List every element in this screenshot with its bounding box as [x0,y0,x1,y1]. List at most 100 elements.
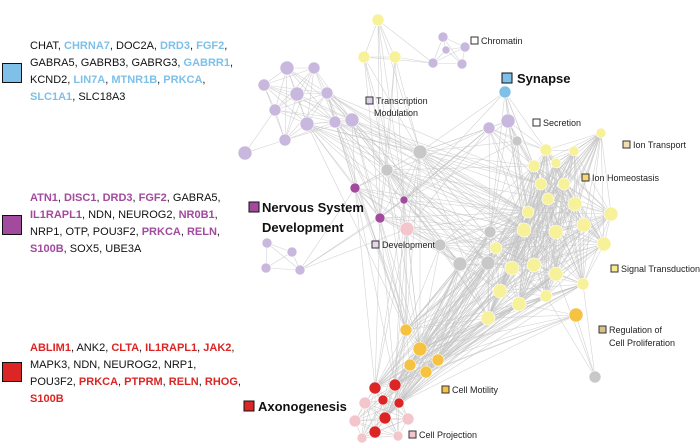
network-node [492,283,508,299]
network-edge [354,187,441,246]
network-edge [527,203,576,213]
network-edge [354,187,381,219]
network-edge [545,149,549,200]
swatch-nervous-system-label [248,201,260,213]
network-edge [386,56,396,171]
network-edge [406,127,490,230]
network-edge [379,217,497,249]
network-node [388,50,402,64]
network-edge [419,151,535,167]
network-edge [555,213,612,275]
network-edge [545,203,576,297]
network-edge [419,151,535,266]
network-node [482,121,496,135]
network-edge [600,132,605,245]
network-node [576,217,592,233]
synapse-label: Synapse [517,71,570,86]
network-edge [582,283,596,378]
network-edge [573,150,605,245]
network-node [344,112,360,128]
network-edge [533,165,585,226]
network-edge [523,229,605,245]
network-edge [439,244,513,269]
network-node [399,323,413,337]
network-node [412,144,428,160]
network-edge [582,243,605,285]
network-edge [326,92,356,189]
network-edge [363,19,379,58]
network-node [399,221,415,237]
label-cell-motility: Cell Motility [452,385,499,395]
network-edge [533,213,612,266]
network-node [452,256,468,272]
network-node [328,115,342,129]
network-edge [286,67,336,123]
network-edge [487,273,557,319]
network-edge [439,211,529,246]
network-edge [379,217,407,331]
gene-name: NRP1 [30,226,60,238]
network-edge [459,231,557,265]
network-node [534,177,548,191]
network-edge [405,317,489,331]
gene-list-synapse: CHAT, CHRNA7, DOC2A, DRD3, FGF2, GABRA5,… [30,40,234,103]
network-edge [377,19,381,219]
label-synapse: Synapse [501,71,570,86]
gene-list-axonogenesis: ABLIM1, ANK2, CLTA, IL1RAPL1, JAK2, MAPK… [30,342,241,405]
gene-name: S100B [30,393,64,405]
network-edge [384,229,525,419]
network-edge [306,123,381,219]
network-edge [326,92,421,153]
network-edge [419,151,489,319]
network-edge [489,198,549,233]
gene-name: OTP [65,226,87,238]
network-edge [555,150,575,233]
gene-name: MAPK3 [30,359,68,371]
network-node [279,60,295,76]
network-edge [306,67,315,125]
network-edge [545,295,596,378]
gene-name: DRD3 [102,192,133,204]
network-node [568,307,584,323]
gene-name: DISC1 [64,192,97,204]
network-edge [334,121,542,185]
network-node [550,157,562,169]
network-node [431,353,445,367]
network-edge [499,290,547,297]
network-edge [419,151,525,231]
network-edge [527,211,547,297]
network-edge [507,120,547,151]
network-edge [394,56,405,201]
gene-name: POU3F2 [92,226,136,238]
network-edge [563,183,612,215]
network-node [286,246,298,258]
network-edge [274,92,328,111]
network-edge [495,243,605,249]
network-edge [263,84,308,125]
network-edge [437,262,489,361]
network-edge [284,67,315,141]
gene-name: CHRNA7 [64,40,110,52]
network-edge [432,46,466,64]
network-edge [398,295,547,404]
network-node [299,116,315,132]
label-nervous-system: Nervous System Development [248,200,364,235]
gene-name: JAK2 [203,342,232,354]
gene-name: CHAT [30,40,58,52]
network-node [526,257,542,273]
label-secretion: Secretion [543,118,581,128]
gene-name: NEUROG2 [118,209,173,221]
network-edge [334,121,525,231]
network-node [278,133,292,147]
gene-name: SLC18A3 [78,91,126,103]
network-edge [386,169,535,266]
network-edge [574,203,584,285]
network-edge [384,290,501,419]
network-edge [563,183,605,245]
network-edge [405,229,525,331]
network-edge [437,273,557,361]
network-edge [419,314,577,350]
label-regulation-line1: Regulation of [609,325,663,335]
network-node [480,310,496,326]
network-edge [499,213,612,292]
